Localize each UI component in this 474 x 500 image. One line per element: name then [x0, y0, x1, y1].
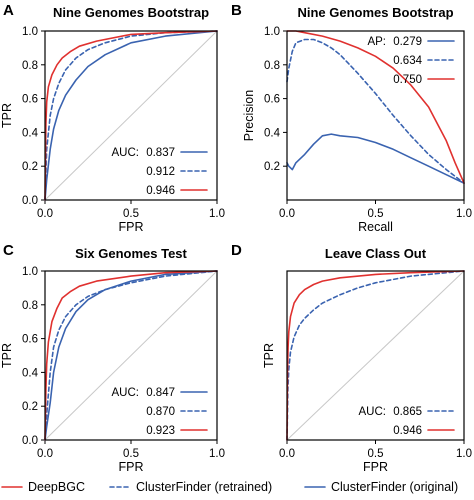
x-tick-label: 0.0: [37, 208, 53, 220]
series-line-cf_retrained: [44, 270, 218, 441]
legend-value: 0.837: [146, 147, 175, 159]
y-tick-label: 0.2: [22, 401, 38, 413]
x-tick-label: 0.5: [368, 208, 384, 220]
series-line-cf_original: [44, 30, 218, 201]
x-axis-label: FPR: [363, 460, 388, 474]
panel-letter: C: [3, 242, 14, 259]
x-tick-label: 1.0: [209, 448, 225, 460]
x-axis-label: FPR: [119, 460, 144, 474]
x-tick-label: 0.0: [279, 208, 295, 220]
legend-title: AUC:: [359, 406, 386, 418]
series-line-cf_retrained: [286, 38, 465, 184]
x-tick-label: 1.0: [456, 208, 472, 220]
y-axis-label: TPR: [0, 103, 14, 128]
x-axis-label: FPR: [119, 220, 144, 234]
panel-title: Leave Class Out: [325, 246, 427, 261]
y-axis-label: TPR: [0, 343, 14, 368]
panel-d: D Leave Class Out 0.0 0.5 1.0 FPR TPR AUC: 0.865…: [231, 242, 472, 474]
panel-title: Nine Genomes Bootstrap: [53, 5, 209, 20]
legend-label: ClusterFinder (retrained): [136, 480, 272, 494]
y-axis-label: Precision: [242, 90, 256, 141]
y-tick-label: 1.0: [22, 26, 38, 38]
panel-title: Nine Genomes Bootstrap: [297, 5, 453, 20]
x-tick-label: 0.5: [123, 448, 139, 460]
y-tick-label: 0.6: [22, 334, 38, 346]
bottom-legend: DeepBGC ClusterFinder (retrained) ClusterF…: [1, 480, 458, 494]
panel-c: C Six Genomes Test 0.0 0.5 1.0 0.0 0.2 0.4 0.6 0.…: [0, 242, 225, 474]
panel-b: B Nine Genomes Bootstrap 0.0 0.5 1.0 0.2 0.4 0.…: [231, 2, 472, 234]
legend-value: 0.946: [146, 185, 175, 197]
y-tick-label: 0.6: [22, 94, 38, 106]
legend-label: DeepBGC: [28, 480, 85, 494]
series-line-deepbgc: [286, 30, 465, 184]
legend-value: 0.923: [146, 425, 175, 437]
panel-title: Six Genomes Test: [75, 246, 187, 261]
x-tick-label: 1.0: [209, 208, 225, 220]
chance-diagonal: [286, 270, 465, 441]
legend-title: AUC:: [112, 387, 139, 399]
legend-value: 0.279: [393, 36, 422, 48]
plot-frame: [286, 270, 465, 441]
y-tick-label: 0.2: [264, 161, 280, 173]
series-line-cf_original: [286, 133, 465, 184]
series-line-cf_retrained: [286, 270, 465, 441]
series-line-cf_retrained: [44, 30, 218, 201]
x-tick-label: 0.5: [368, 448, 384, 460]
legend-value: 0.912: [146, 166, 175, 178]
legend-label: ClusterFinder (original): [331, 480, 458, 494]
y-tick-label: 0.8: [22, 60, 38, 72]
legend-value: 0.634: [393, 55, 422, 67]
y-tick-label: 0.4: [22, 127, 39, 139]
chance-diagonal: [44, 270, 218, 441]
y-axis-label: TPR: [262, 343, 276, 368]
plot-frame: [44, 270, 218, 441]
legend-value: 0.865: [393, 406, 422, 418]
x-axis-label: Recall: [358, 220, 393, 234]
legend-value: 0.946: [393, 425, 422, 437]
y-tick-label: 1.0: [22, 266, 38, 278]
plot-frame: [44, 30, 218, 201]
series-line-cf_original: [44, 270, 218, 441]
panel-a: A Nine Genomes Bootstrap 0.0 0.5 1.0 0.0 0.2 0.…: [0, 2, 225, 234]
series-line-deepbgc: [44, 30, 218, 201]
legend-value: 0.847: [146, 387, 175, 399]
y-tick-label: 1.0: [264, 26, 280, 38]
y-tick-label: 0.0: [22, 435, 38, 447]
chance-diagonal: [44, 30, 218, 201]
panel-letter: D: [231, 242, 242, 259]
legend-title: AP:: [367, 36, 386, 48]
x-tick-label: 0.0: [279, 448, 295, 460]
y-tick-label: 0.4: [264, 127, 281, 139]
series-line-deepbgc: [286, 270, 465, 441]
y-tick-label: 0.0: [22, 195, 38, 207]
legend-title: AUC:: [112, 147, 139, 159]
y-tick-label: 0.4: [22, 367, 39, 379]
panel-letter: A: [3, 2, 14, 19]
x-tick-label: 0.0: [37, 448, 53, 460]
y-tick-label: 0.2: [22, 161, 38, 173]
y-tick-label: 0.8: [264, 60, 280, 72]
legend-value: 0.750: [393, 74, 422, 86]
panel-letter: B: [231, 2, 242, 19]
legend-value: 0.870: [146, 406, 175, 418]
plot-frame: [286, 30, 465, 201]
y-tick-label: 0.8: [22, 300, 38, 312]
x-tick-label: 0.5: [123, 208, 139, 220]
y-tick-label: 0.6: [264, 94, 280, 106]
series-line-deepbgc: [44, 270, 218, 441]
x-tick-label: 1.0: [456, 448, 472, 460]
